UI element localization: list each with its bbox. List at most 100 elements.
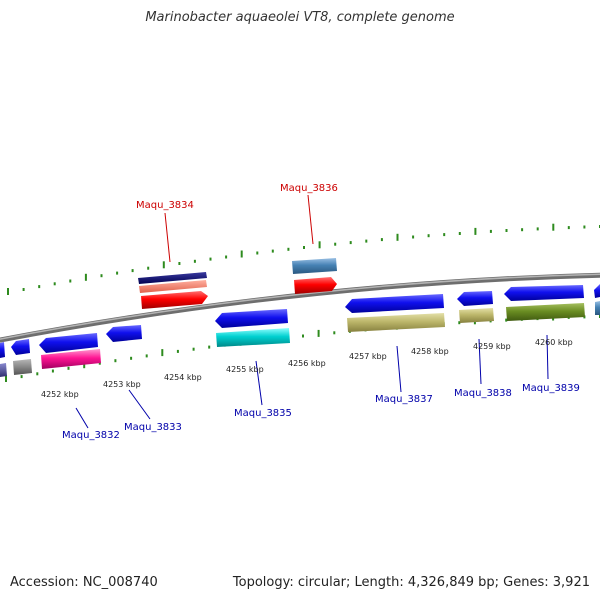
outer-tick xyxy=(427,234,430,238)
leader-line-maqu-3839 xyxy=(546,334,549,380)
gene-fragment-right-lower xyxy=(595,301,600,315)
inner-tick xyxy=(208,345,211,349)
inner-tick xyxy=(145,354,148,358)
leader-line-maqu-3837 xyxy=(396,345,402,393)
position-label: 4256 kbp xyxy=(288,359,326,368)
outer-tick xyxy=(84,273,87,281)
outer-tick xyxy=(209,257,212,261)
outer-tick xyxy=(38,285,41,289)
inner-tick xyxy=(5,375,7,382)
position-label: 4254 kbp xyxy=(164,373,202,382)
outer-tick xyxy=(178,262,181,265)
gene-maqu-3836[interactable] xyxy=(292,258,337,294)
gene-fragment-left-1[interactable] xyxy=(0,342,7,377)
outer-tick xyxy=(489,229,492,233)
inner-tick xyxy=(161,349,164,357)
leader-line-maqu-3833 xyxy=(128,389,151,420)
outer-tick xyxy=(193,259,196,263)
gene-label[interactable]: Maqu_3837 xyxy=(375,394,433,405)
gene-maqu-3838-arrow xyxy=(457,291,493,306)
inner-tick xyxy=(36,372,39,376)
outer-tick xyxy=(334,242,337,246)
leader-line-maqu-3834 xyxy=(164,212,171,263)
outer-tick xyxy=(256,251,259,255)
outer-tick xyxy=(365,239,368,243)
gene-label[interactable]: Maqu_3835 xyxy=(234,408,292,419)
gene-maqu-3835-lower xyxy=(216,328,290,347)
outer-tick-row xyxy=(7,223,600,295)
outer-tick xyxy=(240,250,243,258)
gene-maqu-3838[interactable] xyxy=(457,291,494,323)
gene-maqu-3832-lower xyxy=(41,349,101,369)
gene-fragment-left-2[interactable] xyxy=(11,339,32,375)
gene-maqu-3835[interactable] xyxy=(215,309,290,347)
gene-maqu-3835-arrow xyxy=(215,309,288,328)
gene-maqu-3833-arrow xyxy=(106,325,142,342)
gene-label[interactable]: Maqu_3839 xyxy=(522,383,580,394)
gene-maqu-3836-arrow-2 xyxy=(294,277,337,294)
outer-tick xyxy=(271,249,274,253)
gene-label[interactable]: Maqu_3832 xyxy=(62,430,120,441)
outer-tick xyxy=(536,227,539,231)
gene-label[interactable]: Maqu_3836 xyxy=(280,183,338,194)
outer-tick xyxy=(474,227,477,235)
position-label: 4258 kbp xyxy=(411,347,449,356)
outer-tick xyxy=(318,241,321,249)
inner-tick xyxy=(20,375,23,379)
outer-tick xyxy=(412,235,415,239)
position-label: 4252 kbp xyxy=(41,390,79,399)
outer-tick xyxy=(349,241,352,245)
gene-maqu-3839[interactable] xyxy=(504,285,585,321)
outer-tick xyxy=(521,228,524,232)
gene-maqu-3833[interactable] xyxy=(106,325,142,342)
leader-line-maqu-3838 xyxy=(478,338,482,385)
leader-line-maqu-3836 xyxy=(307,194,314,245)
outer-tick xyxy=(505,229,508,232)
inner-tick xyxy=(333,331,336,335)
gene-fragment-left-2-arrow xyxy=(11,339,30,355)
inner-tick xyxy=(114,359,117,363)
position-label: 4255 kbp xyxy=(226,365,264,374)
outer-tick xyxy=(147,266,150,270)
outer-tick xyxy=(225,255,228,259)
inner-tick xyxy=(192,347,195,351)
gene-maqu-3838-lower xyxy=(459,308,494,323)
inner-tick xyxy=(505,318,508,322)
inner-tick xyxy=(98,361,101,365)
genome-backbone-highlight xyxy=(0,273,600,340)
position-labels: 4252 kbp 4253 kbp 4254 kbp 4255 kbp 4256 kbp… xyxy=(41,338,573,399)
outer-tick xyxy=(53,282,56,286)
leader-lines xyxy=(75,194,549,429)
outer-tick xyxy=(458,232,461,235)
outer-tick xyxy=(69,279,72,283)
gene-maqu-3837-lower xyxy=(347,313,445,332)
accession-text: Accession: NC_008740 xyxy=(10,575,158,590)
gene-fragment-left-1-lower xyxy=(0,363,7,377)
outer-tick xyxy=(567,226,570,230)
gene-label[interactable]: Maqu_3834 xyxy=(136,200,194,211)
position-label: 4257 kbp xyxy=(349,352,387,361)
map-title: Marinobacter aquaeolei VT8, complete gen… xyxy=(145,10,455,25)
outer-tick xyxy=(583,225,586,229)
gene-maqu-3832-arrow xyxy=(39,333,98,353)
gene-maqu-3834[interactable] xyxy=(138,272,208,309)
inner-tick xyxy=(302,334,304,338)
gene-fragment-left-1-arrow xyxy=(0,342,5,358)
outer-tick xyxy=(162,261,165,269)
gene-maqu-3836-arrow-1 xyxy=(292,258,337,274)
position-label: 4260 kbp xyxy=(535,338,573,347)
gene-maqu-3837[interactable] xyxy=(345,294,445,332)
position-label: 4259 kbp xyxy=(473,342,511,351)
inner-tick xyxy=(317,329,320,337)
outer-tick xyxy=(131,269,134,273)
outer-tick xyxy=(22,288,25,291)
gene-maqu-3832[interactable] xyxy=(39,333,101,369)
gene-label[interactable]: Maqu_3838 xyxy=(454,388,512,399)
gene-fragment-right[interactable] xyxy=(594,284,600,315)
outer-tick xyxy=(552,223,555,231)
position-label: 4253 kbp xyxy=(103,380,141,389)
gene-label[interactable]: Maqu_3833 xyxy=(124,422,182,433)
leader-line-maqu-3835 xyxy=(255,360,263,406)
leader-line-maqu-3832 xyxy=(75,407,89,429)
